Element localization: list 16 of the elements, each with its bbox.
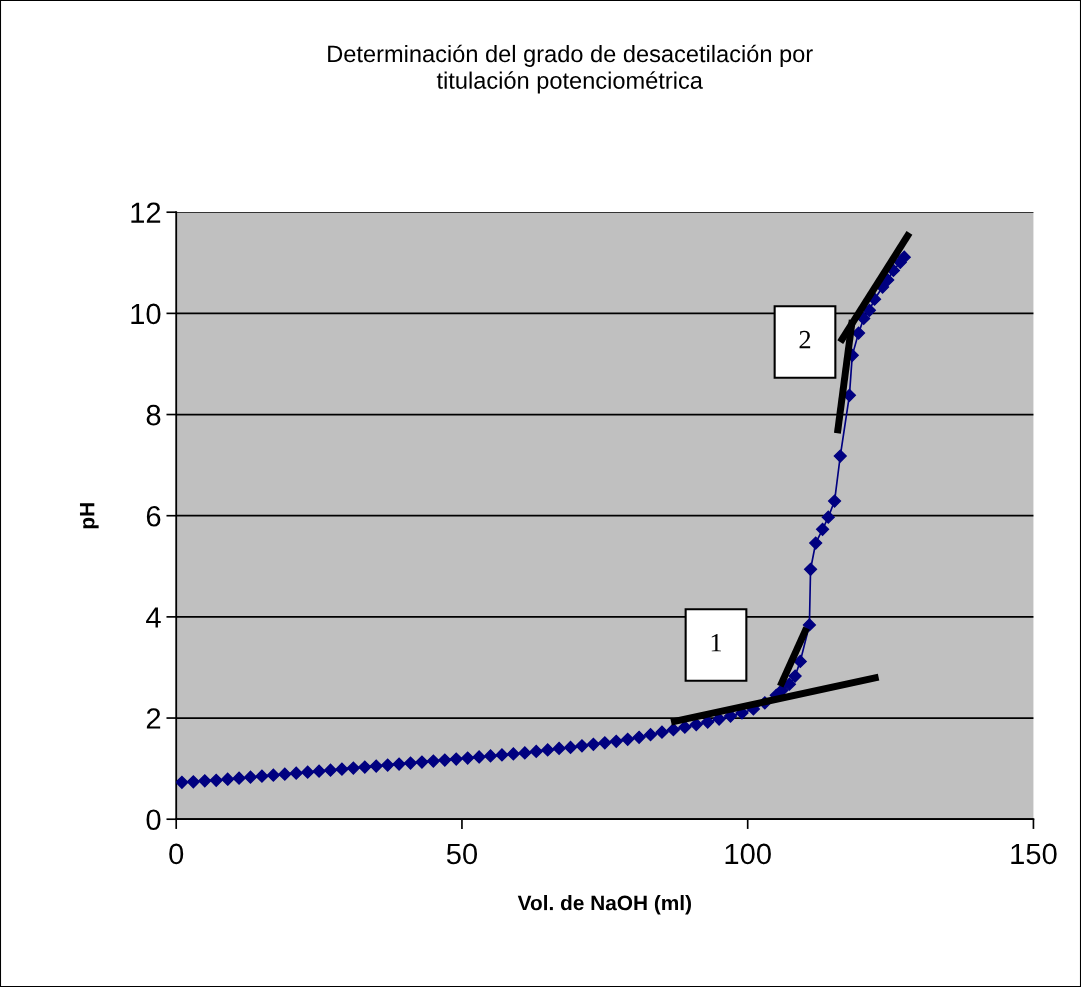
- y-tick-label: 8: [146, 404, 161, 426]
- x-tick-label: 150: [1011, 843, 1057, 865]
- x-tick-label: 50: [446, 843, 478, 865]
- y-tick-label: 2: [146, 708, 161, 729]
- y-tick-label: 10: [131, 303, 161, 325]
- y-tick-label: 4: [146, 607, 161, 628]
- x-axis-title: Vol. de NaOH (ml): [517, 895, 691, 915]
- y-tick-label: 6: [146, 505, 161, 527]
- y-tick-label: 0: [146, 809, 161, 831]
- y-tick-label: 12: [131, 202, 161, 223]
- annotation: 1: [711, 633, 722, 652]
- y-axis-title: pH: [79, 503, 99, 529]
- annotation: 2: [799, 330, 811, 349]
- chart-title: Determinación del grado de desacetilación por titulación potenciométrica: [328, 44, 813, 94]
- x-tick-label: 0: [169, 843, 184, 865]
- x-tick-label: 100: [725, 843, 771, 865]
